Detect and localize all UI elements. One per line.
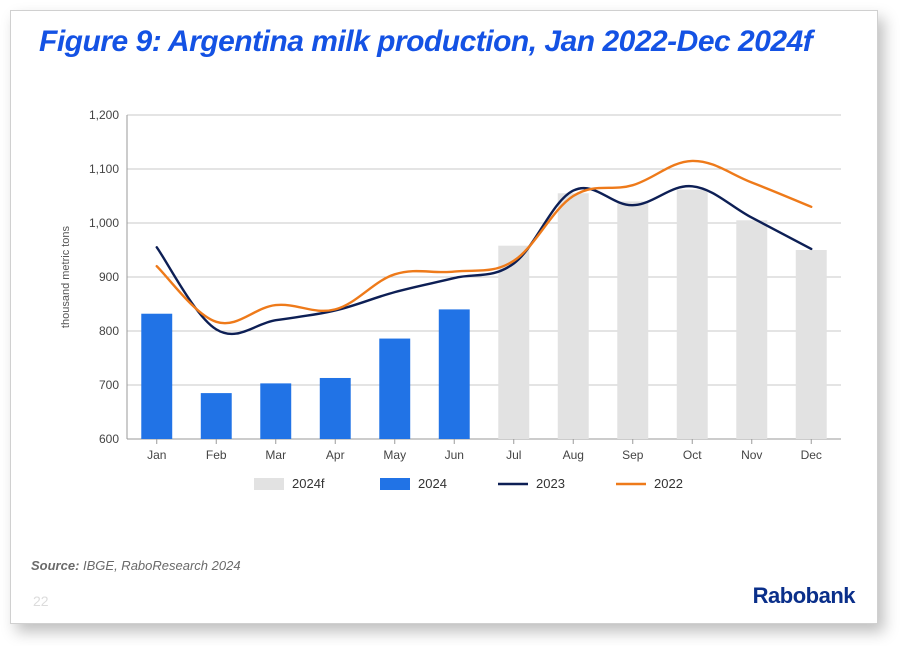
y-tick-label: 800 <box>99 324 119 338</box>
legend-label: 2023 <box>536 476 565 491</box>
y-tick-label: 1,200 <box>89 108 119 122</box>
source-prefix: Source: <box>31 558 79 573</box>
bar-2024 <box>439 309 470 439</box>
x-tick-label: Mar <box>265 448 286 462</box>
bar-2024f <box>677 190 708 439</box>
bar-2024f <box>796 250 827 439</box>
bar-2024 <box>201 393 232 439</box>
legend-label: 2024f <box>292 476 325 491</box>
legend-label: 2022 <box>654 476 683 491</box>
y-axis-label: thousand metric tons <box>60 225 72 328</box>
legend-swatch <box>380 478 410 490</box>
x-tick-label: Apr <box>326 448 345 462</box>
x-tick-label: May <box>383 448 406 462</box>
bar-2024 <box>141 314 172 439</box>
legend-label: 2024 <box>418 476 447 491</box>
figure-title: Figure 9: Argentina milk production, Jan… <box>39 25 812 59</box>
brand-logo: Rabobank <box>753 583 855 609</box>
x-tick-label: Nov <box>741 448 762 462</box>
viewport: Figure 9: Argentina milk production, Jan… <box>0 0 900 646</box>
y-tick-label: 1,000 <box>89 216 119 230</box>
y-tick-label: 1,100 <box>89 162 119 176</box>
bar-2024f <box>558 193 589 439</box>
bar-2024f <box>736 220 767 439</box>
line-2022 <box>157 161 812 323</box>
source-caption: Source: IBGE, RaboResearch 2024 <box>31 558 241 573</box>
bar-2024 <box>379 339 410 439</box>
chart-area: 600 700 800 900 1,000 1,100 1,200 Jan Feb Mar Apr M… <box>51 101 851 531</box>
x-tick-label: Dec <box>801 448 822 462</box>
legend-swatch <box>254 478 284 490</box>
source-text: IBGE, RaboResearch 2024 <box>79 558 240 573</box>
bar-2024 <box>320 378 351 439</box>
x-tick-label: Feb <box>206 448 227 462</box>
y-tick-label: 700 <box>99 378 119 392</box>
bar-2024f <box>498 246 529 439</box>
x-tick-label: Jan <box>147 448 166 462</box>
x-tick-label: Oct <box>683 448 702 462</box>
x-tick-label: Sep <box>622 448 644 462</box>
bar-2024 <box>260 383 291 439</box>
x-tick-label: Aug <box>563 448 584 462</box>
figure-card: Figure 9: Argentina milk production, Jan… <box>10 10 878 624</box>
y-tick-label: 900 <box>99 270 119 284</box>
x-tick-label: Jun <box>445 448 464 462</box>
page-number: 22 <box>33 593 49 609</box>
bar-2024f <box>617 201 648 439</box>
y-tick-label: 600 <box>99 432 119 446</box>
x-tick-label: Jul <box>506 448 521 462</box>
